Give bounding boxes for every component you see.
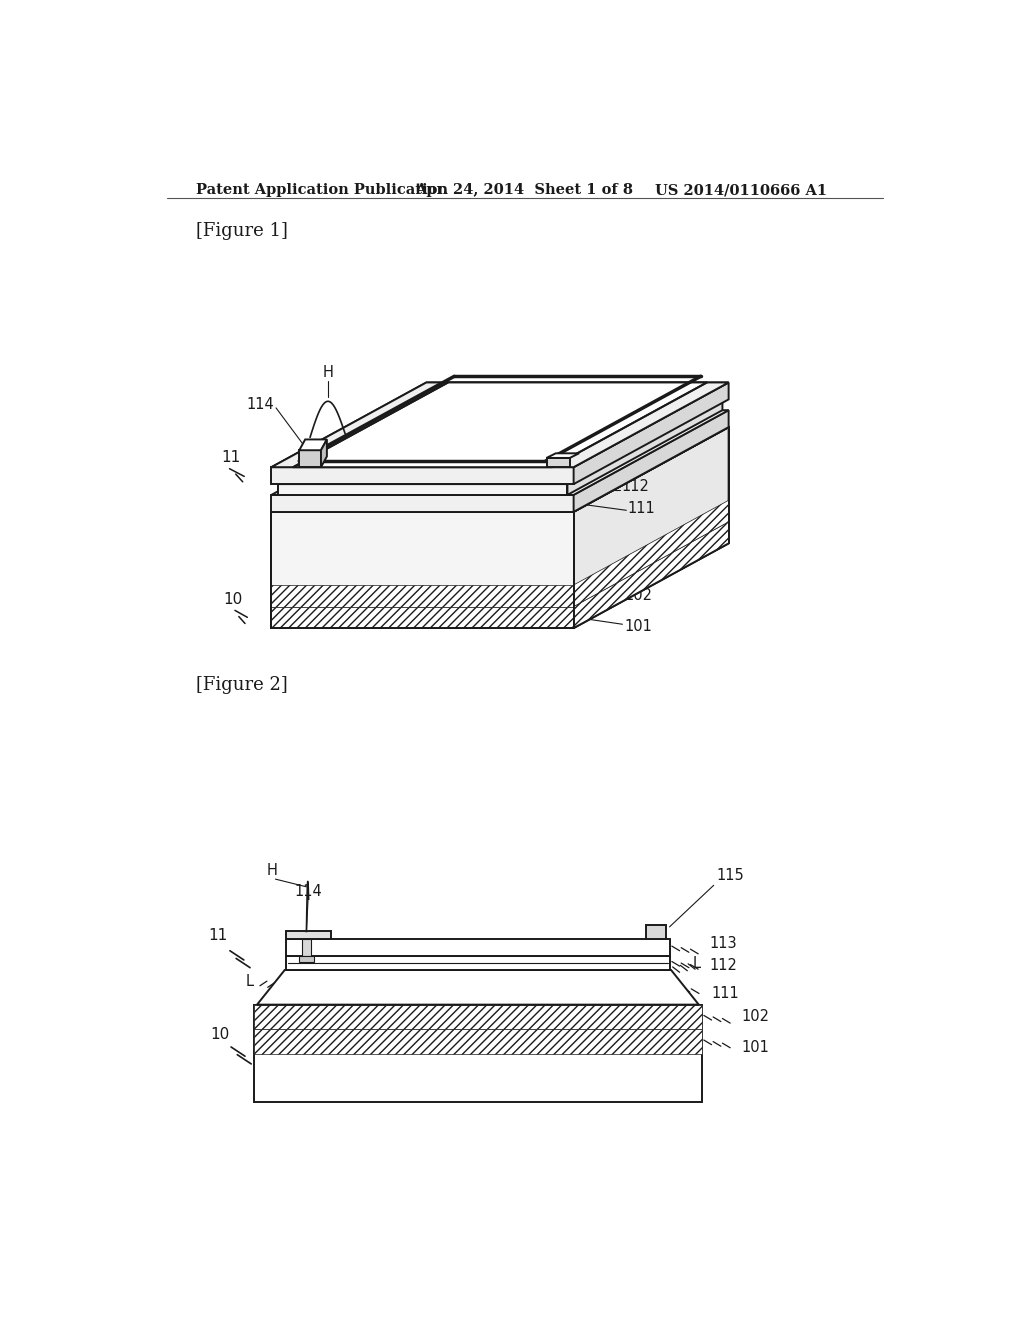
Polygon shape xyxy=(254,1005,701,1030)
Text: 101: 101 xyxy=(741,1040,770,1055)
Polygon shape xyxy=(271,467,573,484)
Text: 101: 101 xyxy=(624,619,652,634)
Text: 114: 114 xyxy=(247,397,274,412)
Text: US 2014/0110666 A1: US 2014/0110666 A1 xyxy=(655,183,827,197)
Polygon shape xyxy=(287,956,670,970)
Polygon shape xyxy=(573,428,729,628)
Text: [Figure 1]: [Figure 1] xyxy=(197,222,288,239)
Text: L: L xyxy=(246,974,254,989)
Polygon shape xyxy=(321,440,327,467)
Polygon shape xyxy=(271,495,573,512)
Text: 10: 10 xyxy=(223,591,243,607)
Text: Patent Application Publication: Patent Application Publication xyxy=(197,183,449,197)
Polygon shape xyxy=(547,458,569,467)
Polygon shape xyxy=(271,607,573,628)
Polygon shape xyxy=(573,383,729,484)
Polygon shape xyxy=(271,383,729,467)
Text: 113: 113 xyxy=(628,458,655,473)
Polygon shape xyxy=(287,932,331,940)
Polygon shape xyxy=(271,383,729,467)
Polygon shape xyxy=(369,442,699,458)
Text: 113: 113 xyxy=(710,936,737,952)
Polygon shape xyxy=(299,440,327,450)
Text: 111: 111 xyxy=(712,986,739,1001)
Polygon shape xyxy=(646,925,666,940)
Text: 10: 10 xyxy=(210,1027,229,1041)
Text: H: H xyxy=(323,364,333,380)
Text: 11: 11 xyxy=(209,928,228,942)
Polygon shape xyxy=(547,453,579,458)
Text: 112: 112 xyxy=(622,479,649,494)
Polygon shape xyxy=(271,585,573,607)
Text: H: H xyxy=(266,862,278,878)
Polygon shape xyxy=(278,484,567,495)
Polygon shape xyxy=(271,428,729,512)
Text: Apr. 24, 2014  Sheet 1 of 8: Apr. 24, 2014 Sheet 1 of 8 xyxy=(415,183,633,197)
Text: 102: 102 xyxy=(741,1010,770,1024)
Text: 115: 115 xyxy=(616,396,644,411)
Polygon shape xyxy=(397,428,729,442)
Polygon shape xyxy=(278,400,722,484)
Text: 111: 111 xyxy=(628,500,655,516)
Polygon shape xyxy=(257,970,698,1005)
Text: 112: 112 xyxy=(710,958,737,973)
Polygon shape xyxy=(567,400,722,495)
Text: L: L xyxy=(693,956,700,972)
Polygon shape xyxy=(302,940,311,956)
Polygon shape xyxy=(573,411,729,512)
Text: 114: 114 xyxy=(294,884,322,899)
Text: 11: 11 xyxy=(221,450,241,465)
Polygon shape xyxy=(271,512,573,628)
Polygon shape xyxy=(299,956,314,962)
Polygon shape xyxy=(271,411,729,495)
Polygon shape xyxy=(287,940,670,956)
Text: 102: 102 xyxy=(624,589,652,603)
Polygon shape xyxy=(254,1030,701,1053)
Text: [Figure 2]: [Figure 2] xyxy=(197,676,288,694)
Polygon shape xyxy=(254,1005,701,1102)
Polygon shape xyxy=(299,450,321,467)
Polygon shape xyxy=(293,383,707,467)
Text: 115: 115 xyxy=(716,869,743,883)
Polygon shape xyxy=(573,521,729,628)
Polygon shape xyxy=(573,500,729,607)
